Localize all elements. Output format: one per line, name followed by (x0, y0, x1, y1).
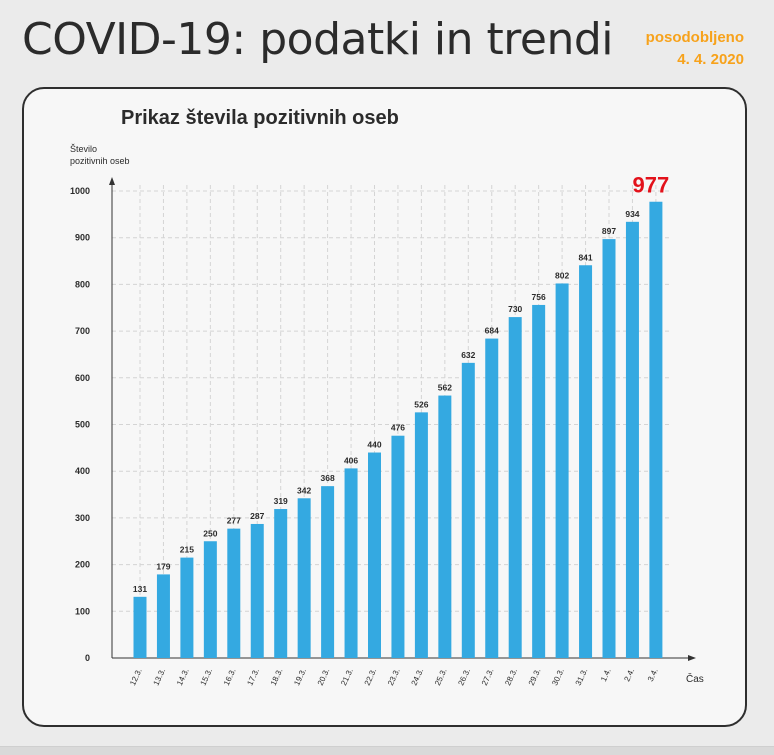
updated-date: 4. 4. 2020 (677, 51, 744, 68)
y-tick-label: 400 (75, 466, 90, 476)
updated-label: posodobljeno (645, 29, 744, 46)
bar (250, 523, 264, 658)
x-tick-label: 25.3. (433, 667, 449, 687)
data-label: 526 (414, 399, 428, 409)
bar (274, 509, 288, 658)
x-tick-label: 17.3. (245, 667, 261, 687)
x-tick-label: 28.3. (503, 667, 519, 687)
x-tick-label: 20.3. (316, 667, 332, 687)
x-tick-label: 2.4. (622, 667, 636, 683)
data-label: 215 (180, 545, 194, 555)
x-tick-label: 31.3. (574, 667, 590, 687)
data-label: 802 (555, 270, 569, 280)
data-label: 476 (391, 423, 405, 433)
y-tick-label: 900 (75, 233, 90, 243)
chart-title: Prikaz števila pozitivnih oseb (121, 107, 399, 129)
x-tick-label: 30.3. (550, 667, 566, 687)
data-label: 841 (578, 252, 592, 262)
data-label: 756 (532, 292, 546, 302)
data-label: 440 (367, 440, 381, 450)
data-label: 730 (508, 304, 522, 314)
bar (414, 412, 428, 658)
x-tick-label: 22.3. (363, 667, 379, 687)
data-label: 406 (344, 455, 358, 465)
x-tick-label: 18.3. (269, 667, 285, 687)
data-label: 287 (250, 511, 264, 521)
data-label: 368 (321, 473, 335, 483)
y-tick-label: 100 (75, 606, 90, 616)
x-axis-label: Čas (686, 672, 704, 685)
x-tick-label: 1.4. (599, 667, 613, 683)
y-tick-label: 500 (75, 420, 90, 430)
x-tick-label: 16.3. (222, 667, 238, 687)
bar (297, 498, 311, 658)
x-tick-label: 13.3. (152, 667, 168, 687)
x-tick-label: 23.3. (386, 667, 402, 687)
bar (532, 304, 546, 658)
y-axis-arrow (109, 177, 115, 185)
bar (156, 574, 170, 658)
bar (461, 362, 475, 658)
x-axis-arrow (688, 655, 696, 661)
data-label: 562 (438, 383, 452, 393)
bottom-bar (0, 746, 774, 755)
x-tick-label: 29.3. (527, 667, 543, 687)
y-tick-label: 200 (75, 560, 90, 570)
x-tick-label: 26.3. (456, 667, 472, 687)
bar (203, 541, 217, 658)
x-tick-label: 15.3. (198, 667, 214, 687)
bar (508, 317, 522, 658)
data-label: 632 (461, 350, 475, 360)
data-label: 934 (625, 209, 639, 219)
x-tick-label: 12.3. (128, 667, 144, 687)
y-axis-label-line1: Število (70, 144, 97, 154)
x-tick-label: 3.4. (646, 667, 660, 683)
page-title: COVID-19: podatki in trendi (22, 14, 613, 65)
bar (133, 596, 147, 658)
data-label: 319 (274, 496, 288, 506)
data-label: 342 (297, 485, 311, 495)
bar (227, 528, 241, 658)
bar (180, 557, 194, 658)
data-label: 684 (485, 326, 499, 336)
y-tick-label: 300 (75, 513, 90, 523)
bar (555, 283, 569, 658)
data-label: 277 (227, 516, 241, 526)
data-label: 179 (156, 561, 170, 571)
y-tick-label: 700 (75, 326, 90, 336)
y-tick-label: 800 (75, 279, 90, 289)
x-tick-label: 21.3. (339, 667, 355, 687)
y-tick-label: 1000 (70, 186, 90, 196)
update-info: posodobljeno 4. 4. 2020 (646, 27, 744, 71)
bar (368, 452, 381, 658)
x-tick-label: 24.3. (410, 667, 426, 687)
y-axis-label-line2: pozitivnih oseb (70, 156, 130, 166)
data-label: 897 (602, 226, 616, 236)
x-tick-label: 14.3. (175, 667, 191, 687)
bar (438, 395, 452, 658)
bar (579, 265, 593, 658)
bar (649, 201, 663, 658)
y-tick-label: 600 (75, 373, 90, 383)
bar (485, 338, 499, 658)
bar (602, 239, 616, 658)
data-label: 131 (133, 584, 147, 594)
bar (391, 435, 405, 658)
bar (321, 486, 335, 658)
x-tick-label: 27.3. (480, 667, 496, 687)
data-label-highlight: 977 (633, 173, 670, 198)
y-tick-label: 0 (85, 653, 90, 663)
data-label: 250 (203, 528, 217, 538)
bar (625, 221, 639, 658)
bar (344, 468, 358, 658)
x-tick-label: 19.3. (292, 667, 308, 687)
